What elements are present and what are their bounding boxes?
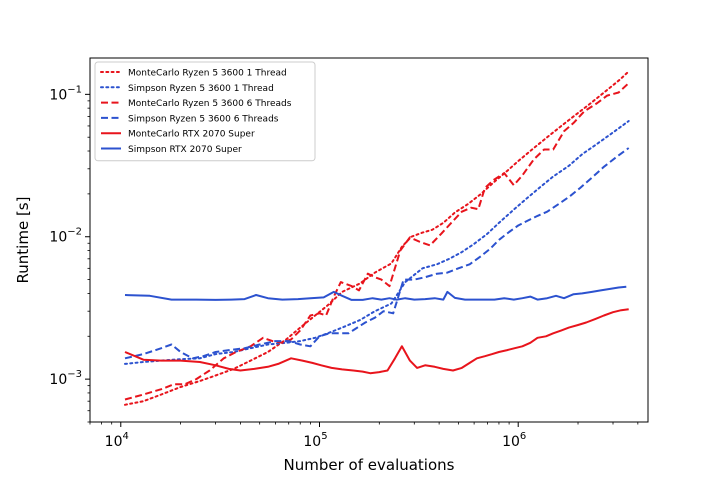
y-axis-title: Runtime [s] xyxy=(14,197,32,284)
legend-label: Simpson Ryzen 5 3600 6 Threads xyxy=(128,114,279,124)
legend-box xyxy=(94,61,316,162)
y-tick-label: 10−3 xyxy=(49,369,82,388)
series-group xyxy=(124,70,630,406)
y-tick-label: 10−2 xyxy=(49,227,82,246)
x-tick-label: 104 xyxy=(105,431,129,450)
y-tick-label: 10−1 xyxy=(49,84,82,103)
series-line-3 xyxy=(124,82,630,401)
series-line-4 xyxy=(124,147,630,360)
legend-label: Simpson Ryzen 5 3600 1 Thread xyxy=(128,84,274,94)
x-axis: 104 105 106 xyxy=(89,422,639,450)
series-line-5 xyxy=(124,308,629,375)
x-tick-label: 105 xyxy=(303,431,327,450)
series-line-2 xyxy=(124,120,630,365)
legend-label: Simpson RTX 2070 Super xyxy=(128,145,242,155)
plot-frame xyxy=(89,57,649,423)
x-axis-title: Number of evaluations xyxy=(284,456,455,474)
legend: MonteCarlo Ryzen 5 3600 1 Thread Simpson … xyxy=(94,61,316,162)
legend-label: MonteCarlo Ryzen 5 3600 6 Threads xyxy=(128,99,292,109)
y-axis: 10−3 10−2 10−1 xyxy=(49,84,90,423)
legend-label: MonteCarlo RTX 2070 Super xyxy=(128,130,255,140)
legend-label: MonteCarlo Ryzen 5 3600 1 Thread xyxy=(128,69,287,79)
series-line-6 xyxy=(124,285,627,301)
x-tick-label: 106 xyxy=(502,431,526,450)
